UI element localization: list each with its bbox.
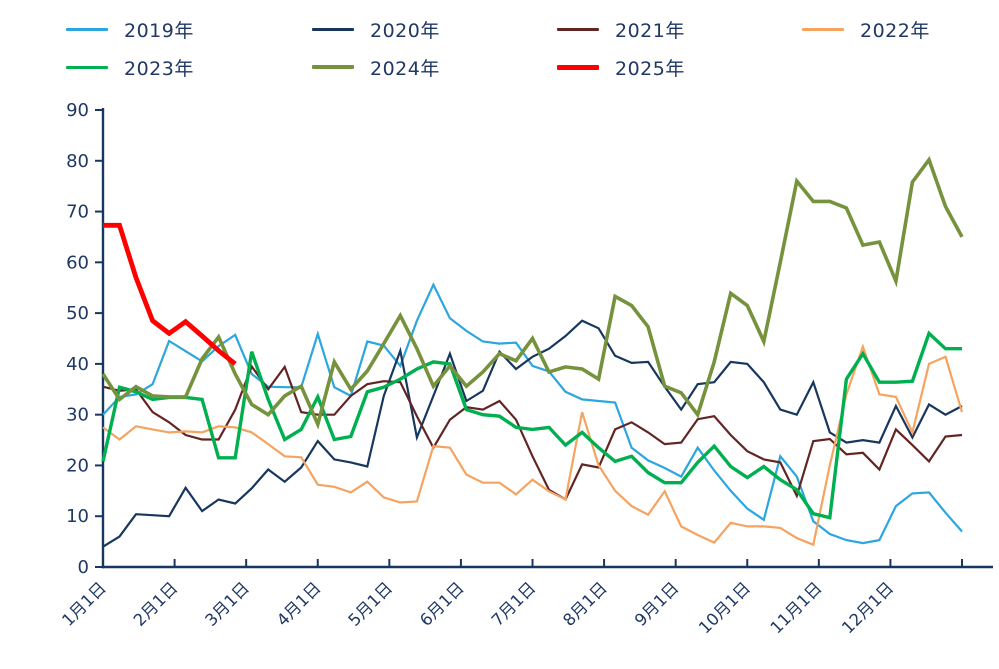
y-tick-label: 70: [66, 202, 89, 223]
x-tick-label: 3月1日: [201, 578, 253, 630]
legend-label: 2024年: [370, 57, 440, 80]
x-tick-label: 7月1日: [488, 578, 540, 630]
legend-item-2025: 2025年: [557, 55, 685, 80]
legend-swatch-icon: [802, 27, 844, 31]
legend-swatch-icon: [557, 64, 599, 70]
legend-item-2023: 2023年: [66, 55, 194, 80]
y-tick-label: 50: [66, 303, 89, 324]
x-tick-label: 6月1日: [416, 578, 468, 630]
legend-swatch-icon: [312, 65, 354, 69]
series-line-2022: [102, 343, 964, 547]
y-tick-label: 40: [66, 354, 89, 375]
legend-item-2022: 2022年: [802, 17, 930, 42]
legend-swatch-icon: [557, 27, 599, 31]
x-tick-label: 4月1日: [273, 578, 325, 630]
legend-label: 2025年: [615, 57, 685, 80]
legend-label: 2023年: [124, 57, 194, 80]
legend-label: 2019年: [124, 19, 194, 42]
series-line-2020: [102, 319, 963, 548]
legend-item-2020: 2020年: [312, 17, 440, 42]
x-tick-label: 2月1日: [130, 578, 182, 630]
series-line-2023: [101, 330, 962, 520]
x-tick-label: 9月1日: [631, 578, 683, 630]
legend-item-2021: 2021年: [557, 17, 685, 42]
legend-swatch-icon: [312, 27, 354, 31]
legend: 2019年 2020年 2021年 2022年 2023年 2024年 2025年: [0, 0, 999, 95]
x-tick-label: 1月1日: [58, 578, 110, 630]
y-tick-label: 90: [66, 100, 89, 121]
series-line-2019: [102, 282, 963, 545]
y-tick-label: 30: [66, 405, 89, 426]
y-tick-label: 10: [66, 506, 89, 527]
x-tick-label: 5月1日: [345, 578, 397, 630]
y-tick-label: 20: [66, 455, 89, 476]
x-tick-label: 11月1日: [767, 578, 826, 637]
series-line-2024: [101, 156, 964, 430]
legend-item-2024: 2024年: [312, 55, 440, 80]
legend-label: 2020年: [370, 19, 440, 42]
y-tick-label: 60: [66, 252, 89, 273]
series-line-2025: [103, 222, 237, 366]
x-tick-label: 10月1日: [695, 578, 754, 637]
legend-item-2019: 2019年: [66, 17, 194, 42]
y-tick-label: 80: [66, 151, 89, 172]
x-tick-label: 8月1日: [559, 578, 611, 630]
x-tick-label: 12月1日: [838, 578, 897, 637]
legend-swatch-icon: [66, 65, 108, 69]
legend-swatch-icon: [66, 27, 108, 31]
legend-label: 2022年: [860, 19, 930, 42]
y-tick-label: 0: [78, 557, 89, 578]
legend-label: 2021年: [615, 19, 685, 42]
